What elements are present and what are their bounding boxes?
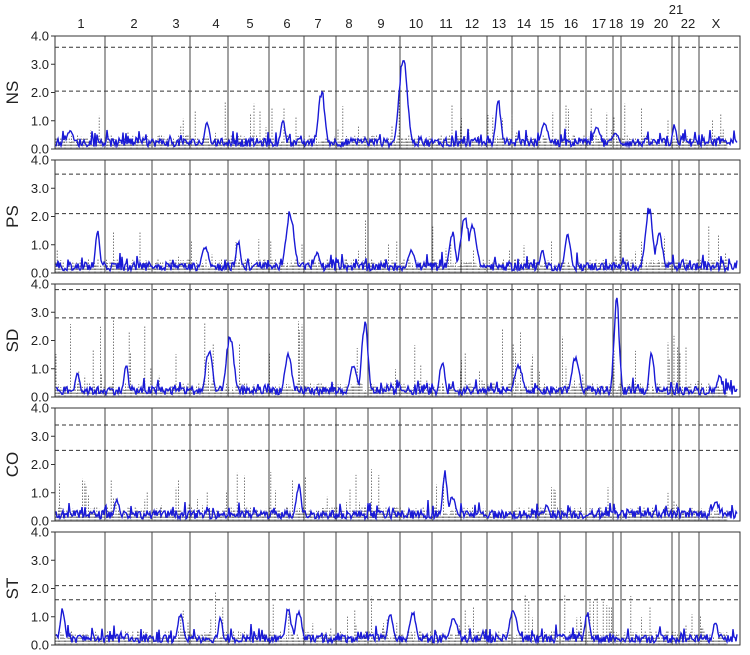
y-tick-label: 3.0 (31, 553, 49, 568)
chromosome-label-20: 20 (654, 16, 668, 31)
chromosome-label-21: 21 (669, 2, 683, 17)
chromosome-label-4: 4 (212, 16, 219, 31)
y-tick-label: 1.0 (31, 113, 49, 128)
y-tick-label: 3.0 (31, 305, 49, 320)
y-tick-label: 1.0 (31, 361, 49, 376)
chromosome-label-x: X (712, 16, 721, 31)
panel-frame (54, 283, 741, 398)
panel-sd: 0.0 1.0 2.0 3.0 4.0 SD (3, 277, 741, 405)
panel-frame (54, 531, 741, 646)
blue-series (55, 470, 738, 521)
chromosome-label-7: 7 (314, 16, 321, 31)
panel-frame (54, 35, 741, 150)
y-tick-label: 1.0 (31, 609, 49, 624)
y-tick-label: 3.0 (31, 429, 49, 444)
chromosome-label-13: 13 (492, 16, 506, 31)
y-tick-label: 4.0 (31, 401, 49, 416)
y-tick-label: 0.0 (31, 266, 49, 281)
chromosome-label-10: 10 (409, 16, 423, 31)
chromosome-label-15: 15 (540, 16, 554, 31)
y-tick-label: 0.0 (31, 142, 49, 157)
chromosome-label-12: 12 (465, 16, 479, 31)
panel-frame (54, 407, 741, 522)
blue-series (55, 297, 738, 398)
y-tick-label: 2.0 (31, 85, 49, 100)
chromosome-label-18: 18 (609, 16, 623, 31)
y-tick-label: 0.0 (31, 638, 49, 653)
chromosome-label-16: 16 (564, 16, 578, 31)
chromosome-label-3: 3 (172, 16, 179, 31)
chromosome-label-11: 11 (439, 16, 453, 31)
chromosome-label-1: 1 (77, 16, 84, 31)
y-tick-label: 2.0 (31, 333, 49, 348)
chromosome-label-14: 14 (517, 16, 531, 31)
chromosome-label-8: 8 (345, 16, 352, 31)
y-tick-label: 4.0 (31, 525, 49, 540)
chromosome-label-17: 17 (592, 16, 606, 31)
y-tick-label: 4.0 (31, 29, 49, 44)
y-tick-label: 2.0 (31, 581, 49, 596)
y-tick-label: 0.0 (31, 390, 49, 405)
y-tick-label: 1.0 (31, 485, 49, 500)
y-tick-label: 3.0 (31, 181, 49, 196)
y-tick-label: 4.0 (31, 153, 49, 168)
panel-label: SD (3, 329, 22, 353)
gray-series (55, 97, 728, 149)
chromosome-label-22: 22 (681, 16, 695, 31)
blue-series (55, 608, 738, 645)
blue-series (55, 60, 738, 150)
panel-label: ST (3, 578, 22, 600)
panel-ps: 0.0 1.0 2.0 3.0 4.0 PS (3, 153, 741, 281)
y-tick-label: 2.0 (31, 209, 49, 224)
y-tick-label: 0.0 (31, 514, 49, 529)
chromosome-label-2: 2 (130, 16, 137, 31)
panel-st: 0.0 1.0 2.0 3.0 4.0 ST (3, 525, 741, 653)
panel-label: CO (3, 452, 22, 478)
chromosome-label-6: 6 (283, 16, 290, 31)
y-tick-label: 3.0 (31, 57, 49, 72)
y-tick-label: 1.0 (31, 237, 49, 252)
chromosome-label-5: 5 (246, 16, 253, 31)
panel-co: 0.0 1.0 2.0 3.0 4.0 CO (3, 401, 741, 529)
blue-series (55, 207, 738, 274)
chromosome-label-9: 9 (377, 16, 384, 31)
y-tick-label: 4.0 (31, 277, 49, 292)
panel-label: NS (3, 81, 22, 105)
panel-ns: 0.0 1.0 2.0 3.0 4.0 NS (3, 29, 741, 157)
panel-frame (54, 159, 741, 274)
y-tick-label: 2.0 (31, 457, 49, 472)
panel-label: PS (3, 205, 22, 228)
chromosome-label-19: 19 (630, 16, 644, 31)
